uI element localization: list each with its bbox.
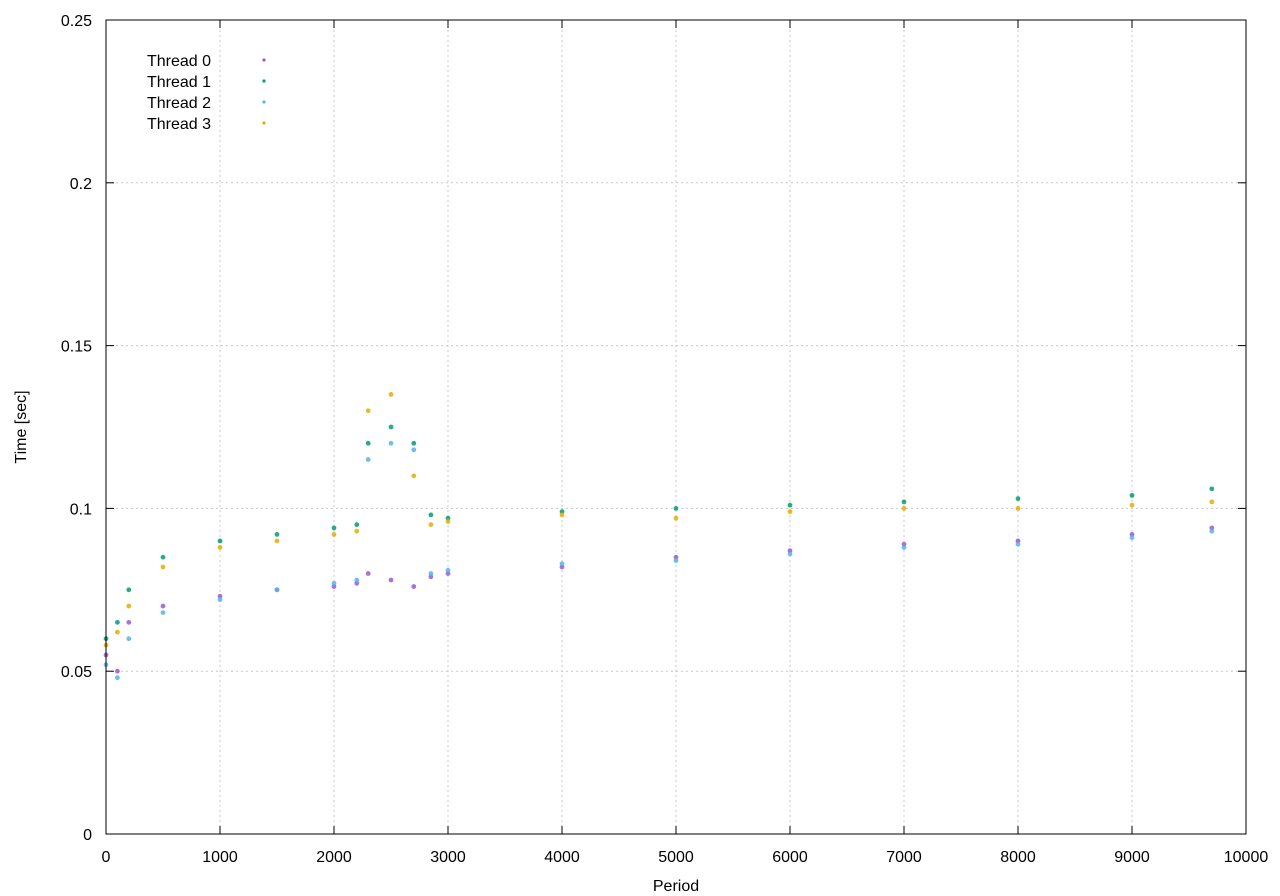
data-point [126,619,132,625]
data-point [388,440,394,446]
legend-marker [262,58,266,62]
data-point [559,512,565,518]
y-tick-label: 0.25 [61,13,92,30]
data-point [1129,492,1135,498]
data-point [365,440,371,446]
data-point [411,473,417,479]
legend-marker [262,121,266,125]
legend-marker [262,100,266,104]
data-point [901,545,907,550]
data-point [428,571,434,576]
series-thread-2 [103,440,1215,681]
data-point [428,512,434,518]
data-point [388,577,394,583]
data-point [787,509,793,515]
data-point [673,506,679,511]
data-point [411,440,417,446]
series-thread-0 [103,525,1215,674]
data-point [217,538,223,544]
legend-label: Thread 1 [147,74,211,91]
data-point [411,447,417,453]
legend-label: Thread 2 [147,95,211,112]
y-tick-label: 0 [83,827,92,844]
series-thread-1 [103,424,1215,642]
data-point [331,580,337,586]
data-point [1209,486,1215,492]
data-point [901,499,907,505]
data-point [1129,502,1135,508]
data-point [365,408,371,414]
data-point [126,636,132,642]
y-tick-label: 0.2 [70,176,92,193]
data-point [673,558,679,563]
data-point [388,392,394,397]
data-point [115,675,120,681]
data-point [217,545,223,550]
data-point [160,603,166,609]
data-point [1015,506,1021,511]
data-point [354,522,360,528]
data-point [274,538,280,544]
data-point [331,532,337,537]
data-point [1129,535,1135,541]
data-point [160,564,166,570]
axis-ticks [105,19,1247,835]
data-point [274,587,280,593]
data-point [331,525,337,531]
data-point [354,528,360,534]
x-tick-label: 2000 [316,849,352,866]
data-point [901,506,907,511]
data-point [354,577,360,583]
data-point [274,532,280,537]
legend-label: Thread 3 [147,116,211,133]
data-point [411,584,417,589]
data-point [115,668,120,674]
x-tick-label: 10000 [1224,849,1269,866]
y-tick-label: 0.05 [61,664,92,681]
data-point [445,567,451,573]
legend-marker [262,79,266,83]
data-point [1015,496,1021,502]
x-tick-label: 8000 [1000,849,1036,866]
y-axis-label: Time [sec] [13,390,30,463]
x-tick-label: 9000 [1114,849,1150,866]
x-tick-labels: 0 1000 2000 3000 4000 5000 6000 7000 8000 9000 100… [102,849,1269,866]
y-tick-labels: 0 0.05 0.1 0.15 0.2 0.25 [61,13,92,844]
data-point [126,587,132,593]
data-point [115,629,120,635]
data-point [445,519,451,524]
x-tick-label: 7000 [886,849,922,866]
data-point [160,610,166,615]
series-thread-3 [103,392,1215,648]
data-point [673,515,679,521]
x-tick-label: 6000 [772,849,808,866]
data-point [126,603,132,609]
legend: Thread 0 Thread 1 Thread 2 Thread 3 [147,53,266,133]
y-tick-label: 0.15 [61,339,92,356]
data-point [365,457,371,462]
data-point [559,561,565,567]
data-point [787,502,793,508]
data-point [787,551,793,557]
data-point [1015,541,1021,547]
data-point [115,619,120,625]
x-tick-label: 3000 [430,849,466,866]
x-tick-label: 0 [102,849,111,866]
data-point [160,554,166,560]
x-tick-label: 1000 [202,849,238,866]
data-point [1209,499,1215,505]
data-points [103,392,1215,681]
x-tick-label: 5000 [658,849,694,866]
grid [106,20,1246,834]
data-point [217,597,223,602]
data-point [365,571,371,576]
x-axis-label: Period [653,878,699,895]
x-tick-label: 4000 [544,849,580,866]
data-point [388,424,394,430]
data-point [428,522,434,528]
legend-label: Thread 0 [147,53,211,70]
data-point [1209,528,1215,534]
y-tick-label: 0.1 [70,501,92,518]
